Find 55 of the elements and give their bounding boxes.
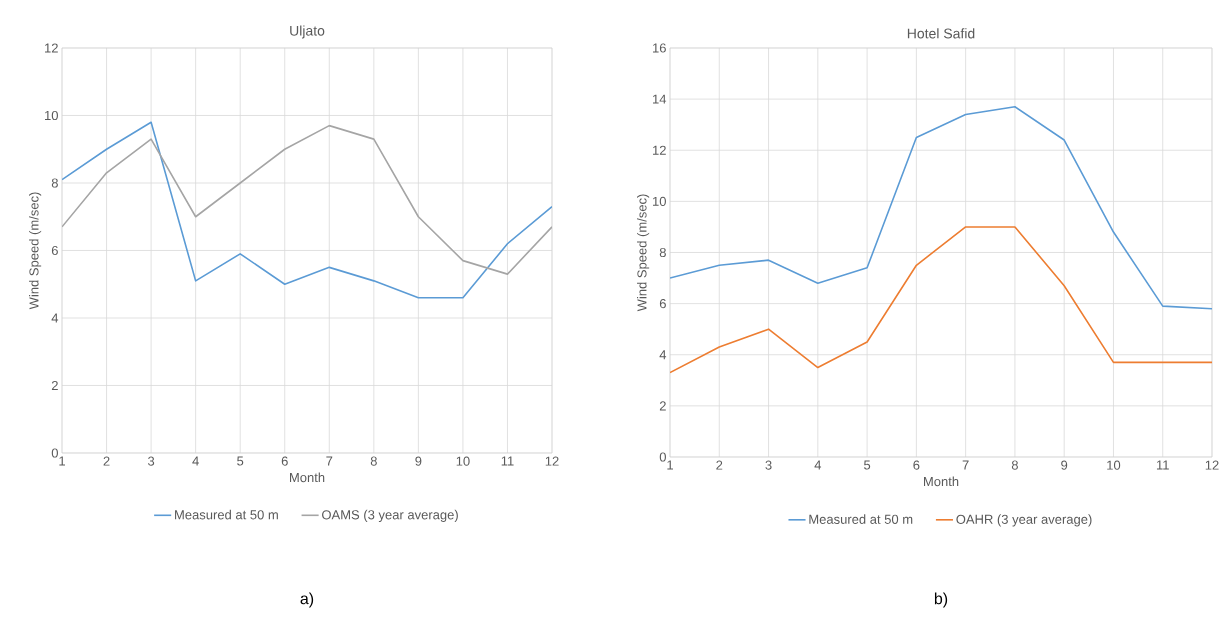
y-tick-label: 8 (51, 178, 58, 188)
legend-label: OAMS (3 year average) (322, 509, 458, 522)
y-tick-label: 0 (659, 452, 666, 462)
y-tick-label: 4 (51, 313, 59, 323)
legend-label: OAHR (3 year average) (956, 514, 1092, 527)
legend-label: Measured at 50 m (809, 514, 913, 524)
y-tick-label: 2 (51, 380, 58, 391)
y-tick-label: 10 (653, 196, 666, 206)
x-tick-label: 3 (147, 456, 155, 466)
line-series (62, 124, 553, 275)
y-axis-title: Wind Speed (m/sec) (29, 192, 42, 310)
x-tick-label: 2 (716, 460, 723, 470)
x-tick-label: 5 (864, 460, 871, 470)
x-tick-label: 10 (456, 456, 470, 466)
y-tick-label: 6 (51, 245, 58, 256)
x-tick-label: 7 (326, 456, 333, 466)
y-tick-label: 12 (653, 145, 666, 155)
x-tick-label: 11 (1156, 460, 1169, 470)
x-axis-title: Month (924, 476, 959, 487)
x-tick-label: 8 (1011, 460, 1018, 470)
x-tick-label: 9 (415, 456, 422, 466)
x-tick-label: 4 (814, 460, 822, 470)
x-tick-label: 2 (103, 456, 110, 466)
y-tick-label: 2 (659, 401, 666, 411)
chart-title: Hotel Safid (907, 28, 975, 39)
x-tick-label: 10 (1107, 460, 1121, 470)
y-tick-label: 16 (653, 43, 666, 53)
y-tick-label: 14 (653, 94, 667, 104)
x-tick-label: 4 (192, 456, 199, 466)
x-tick-label: 5 (237, 456, 244, 466)
y-tick-label: 0 (51, 448, 58, 458)
x-tick-label: 9 (1061, 460, 1068, 470)
y-tick-label: 10 (45, 110, 58, 121)
x-tick-label: 12 (1205, 460, 1219, 470)
x-tick-label: 12 (545, 456, 559, 466)
y-tick-label: 6 (659, 299, 666, 309)
y-tick-label: 8 (659, 247, 666, 258)
y-axis-title: Wind Speed (m/sec) (637, 194, 650, 312)
legend-label: Measured at 50 m (175, 509, 278, 520)
line-series (670, 105, 1212, 310)
y-tick-label: 12 (45, 43, 58, 53)
x-tick-label: 11 (501, 456, 514, 466)
x-tick-label: 1 (667, 460, 673, 470)
text: a) (300, 592, 314, 608)
x-tick-label: 7 (962, 460, 969, 470)
y-tick-label: 4 (659, 350, 667, 360)
chart-title: Uljato (290, 25, 325, 39)
x-tick-label: 6 (281, 456, 288, 466)
x-tick-label: 1 (59, 456, 65, 466)
text: b) (934, 592, 948, 608)
x-axis-title: Month (290, 472, 325, 483)
x-tick-label: 3 (765, 460, 772, 470)
x-tick-label: 8 (370, 456, 377, 466)
line-series (62, 121, 553, 299)
x-tick-label: 6 (913, 460, 920, 470)
